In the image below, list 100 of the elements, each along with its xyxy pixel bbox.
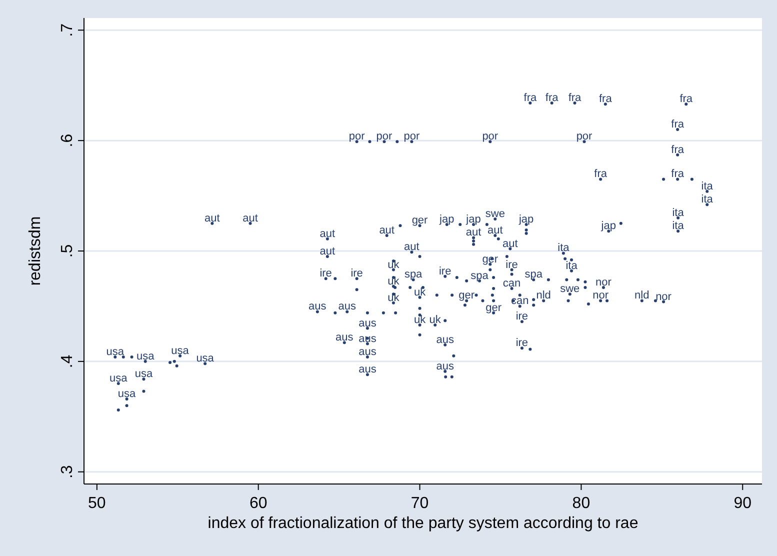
point	[342, 341, 346, 344]
text: ita	[672, 220, 684, 232]
text: aus	[436, 360, 454, 372]
point	[444, 319, 447, 322]
point	[382, 311, 385, 314]
y-tick-label: .5	[59, 244, 76, 258]
series-label: spa	[470, 270, 490, 282]
text: ger	[486, 302, 502, 314]
x-tick-label: 50	[88, 495, 106, 512]
text: ire	[506, 258, 518, 271]
text: aut	[320, 228, 336, 240]
point	[142, 378, 146, 381]
point	[532, 304, 536, 307]
point	[175, 364, 178, 368]
point	[396, 140, 399, 144]
point	[494, 234, 497, 238]
point	[562, 252, 565, 255]
series-label: por	[348, 130, 366, 143]
point	[472, 240, 476, 243]
y-tick-label: .3	[59, 465, 76, 479]
text: ire	[516, 310, 528, 323]
point	[394, 311, 398, 314]
point	[690, 178, 694, 181]
point	[599, 299, 602, 302]
point	[528, 102, 532, 105]
text: uk	[414, 314, 426, 326]
point	[676, 230, 680, 233]
point	[366, 311, 369, 314]
text: uk	[414, 286, 426, 298]
point	[566, 299, 570, 302]
point	[125, 404, 128, 408]
series-label: nld	[634, 290, 650, 302]
point	[116, 382, 120, 386]
point	[316, 310, 319, 314]
point	[640, 299, 644, 302]
point	[604, 102, 607, 106]
point	[576, 278, 580, 282]
text: por	[404, 130, 420, 143]
point	[450, 375, 454, 378]
point	[546, 278, 550, 282]
text: ger	[482, 253, 498, 266]
point	[510, 287, 514, 290]
y-tick-label: .6	[59, 134, 76, 148]
point	[518, 294, 522, 297]
point	[676, 128, 680, 132]
text: jap	[518, 214, 534, 226]
point	[662, 178, 666, 181]
point	[488, 268, 492, 272]
series-label: ita	[566, 260, 578, 272]
text: ire	[320, 268, 332, 280]
text: aus	[336, 332, 354, 344]
point	[346, 310, 349, 314]
x-tick-label: 90	[734, 495, 752, 512]
point	[418, 306, 422, 310]
text: por	[576, 130, 592, 143]
text: usa	[136, 350, 154, 362]
text: por	[376, 130, 392, 143]
point	[676, 178, 680, 181]
series-label: nor	[592, 290, 609, 302]
text: aut	[379, 224, 394, 237]
point	[706, 203, 709, 206]
series-label: jap	[600, 220, 616, 232]
point	[418, 333, 422, 336]
text: usa	[196, 352, 214, 365]
point	[465, 279, 468, 282]
series-label: uk	[388, 258, 400, 271]
point	[520, 346, 524, 350]
point	[455, 276, 458, 279]
text: uk	[429, 314, 441, 326]
x-tick-label: 70	[410, 495, 429, 512]
point	[114, 356, 117, 359]
series-label: can	[510, 295, 529, 308]
point	[355, 288, 358, 292]
point	[568, 292, 572, 296]
text: aut	[466, 226, 482, 239]
point	[324, 277, 328, 280]
text: nor	[596, 276, 612, 288]
point	[492, 287, 496, 290]
text: usa	[118, 388, 136, 400]
text: fra	[671, 168, 684, 180]
point	[458, 223, 462, 226]
text: aut	[320, 246, 336, 258]
text: ire	[439, 265, 452, 278]
point	[366, 356, 369, 359]
text: jap	[466, 214, 481, 226]
text: usa	[171, 344, 189, 357]
text: spa	[524, 268, 542, 281]
text: fra	[680, 93, 693, 106]
x-tick-label: 80	[572, 495, 590, 512]
point	[490, 294, 494, 297]
point	[510, 272, 514, 276]
point	[586, 302, 590, 306]
point	[492, 299, 496, 302]
text: ita	[672, 206, 684, 219]
point	[398, 224, 402, 228]
point	[565, 278, 568, 282]
text: fra	[671, 144, 684, 156]
point	[524, 228, 528, 232]
point	[368, 140, 372, 144]
point	[584, 280, 587, 284]
